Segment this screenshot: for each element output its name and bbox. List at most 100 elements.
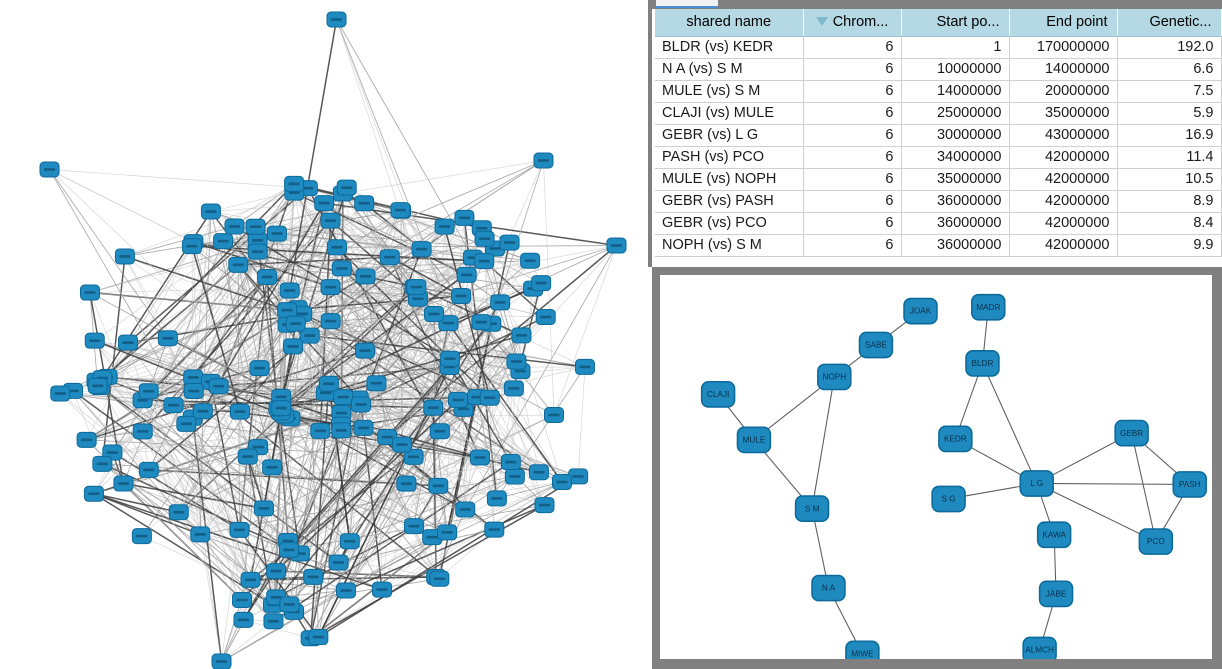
cell-shared-name: MULE (vs) NOPH (655, 168, 804, 191)
table-header-row: shared name Chrom... Start po... End poi… (655, 9, 1222, 37)
main-network-edge (93, 493, 383, 591)
cell-genetic: 8.9 (1117, 190, 1222, 213)
subnetwork-node-label: BLDR (972, 359, 994, 368)
main-network-edge (278, 217, 465, 409)
active-tab[interactable] (656, 0, 718, 8)
main-network-edge (272, 578, 440, 606)
main-network-edge (287, 248, 496, 326)
main-network-edge (202, 257, 474, 412)
table-row[interactable]: GEBR (vs) PASH 6 36000000 42000000 8.9 (655, 190, 1222, 213)
main-network-edge (481, 260, 531, 323)
main-network-edge (464, 323, 492, 510)
main-network-edge (124, 256, 289, 542)
subnetwork-node-label: S G (942, 495, 956, 504)
subnetwork-node-label: SABE (865, 341, 887, 350)
subnetwork-node[interactable]: JOAK (903, 297, 938, 325)
main-network-edge (297, 307, 516, 477)
subnetwork-node-shape (736, 426, 772, 454)
subnetwork-node[interactable]: MULE (736, 426, 772, 454)
table-row[interactable]: GEBR (vs) L G 6 30000000 43000000 16.9 (655, 124, 1222, 147)
main-network-edge (239, 397, 490, 531)
cell-end-point: 20000000 (1009, 80, 1118, 103)
subnetwork-node[interactable]: PCO (1138, 528, 1174, 555)
main-network-edge (141, 408, 279, 537)
main-network-edge (476, 397, 498, 499)
table-row[interactable]: GEBR (vs) PCO 6 36000000 42000000 8.4 (655, 212, 1222, 235)
main-network-edge (93, 424, 342, 495)
column-header-shared-name[interactable]: shared name (655, 9, 804, 37)
cell-genetic: 7.5 (1117, 80, 1222, 103)
main-network-edge (464, 257, 474, 510)
subnetwork-node[interactable]: MADR (971, 293, 1006, 321)
edge-table: shared name Chrom... Start po... End poi… (655, 9, 1222, 257)
main-network-edge (290, 418, 407, 484)
table-row[interactable]: MULE (vs) NOPH 6 35000000 42000000 10.5 (655, 168, 1222, 191)
subnetwork-node[interactable]: GEBR (1114, 419, 1149, 447)
subnetwork-node-label: KAWA (1042, 530, 1066, 539)
main-network-edge (178, 286, 415, 513)
subnetwork-node[interactable]: PASH (1172, 471, 1207, 498)
main-network-edge (250, 576, 437, 581)
main-network-edge (222, 240, 534, 290)
cell-shared-name: MULE (vs) S M (655, 80, 804, 103)
main-network-edge (218, 226, 235, 387)
subnetwork-node[interactable]: MIWE (845, 640, 880, 659)
table-row[interactable]: PASH (vs) PCO 6 34000000 42000000 11.4 (655, 146, 1222, 169)
main-network-edge (247, 456, 265, 509)
column-label-shared-name: shared name (686, 14, 772, 31)
subnetwork-canvas[interactable]: JOAK MADR SABE BLDR NOPH CLAJI GEBR KEDR MULE L G… (660, 275, 1212, 659)
column-header-genetic[interactable]: Genetic... (1117, 9, 1222, 37)
main-network-edge (275, 399, 459, 572)
main-network-edge (400, 209, 517, 362)
subnetwork-node[interactable]: BLDR (965, 350, 1000, 377)
subnetwork-node[interactable]: JABE (1038, 580, 1074, 608)
cell-start-point: 36000000 (901, 212, 1010, 235)
tab-strip (648, 0, 1222, 9)
sort-filter-icon[interactable] (815, 16, 828, 26)
column-header-end-point[interactable]: End point (1009, 9, 1118, 37)
main-network-edge (123, 483, 289, 542)
table-row[interactable]: BLDR (vs) KEDR 6 1 170000000 192.0 (655, 36, 1222, 59)
main-network-edge (141, 307, 299, 537)
subnetwork-edge (1131, 432, 1157, 542)
cell-start-point: 36000000 (901, 190, 1010, 213)
cell-end-point: 42000000 (1009, 190, 1118, 213)
table-row[interactable]: N A (vs) S M 6 10000000 14000000 6.6 (655, 58, 1222, 81)
subnetwork-node[interactable]: N A (811, 574, 846, 602)
main-network-edge (86, 245, 193, 441)
main-network-edge (191, 245, 241, 412)
subnetwork-node[interactable]: KAWA (1036, 521, 1072, 549)
cell-shared-name: PASH (vs) PCO (655, 146, 804, 169)
table-scroll-area[interactable]: shared name Chrom... Start po... End poi… (652, 9, 1222, 267)
table-row[interactable]: CLAJI (vs) MULE 6 25000000 35000000 5.9 (655, 102, 1222, 125)
subnetwork-node[interactable]: SABE (858, 331, 894, 359)
column-header-start-point[interactable]: Start po... (901, 9, 1010, 37)
main-network-edge (299, 444, 403, 554)
table-row[interactable]: NOPH (vs) S M 6 36000000 42000000 9.9 (655, 234, 1222, 257)
main-network-edge (210, 381, 241, 531)
main-network-edge (275, 430, 342, 598)
subnetwork-node[interactable]: L G (1019, 470, 1054, 497)
main-network-view[interactable] (0, 0, 648, 669)
main-network-edge (112, 424, 341, 453)
cell-genetic: 10.5 (1117, 168, 1222, 191)
subnetwork-node[interactable]: S G (931, 485, 966, 513)
column-header-chromosome[interactable]: Chrom... (803, 9, 902, 37)
main-network-edge (439, 387, 515, 432)
subnetwork-node-label: N A (822, 584, 836, 593)
table-row[interactable]: MULE (vs) S M 6 14000000 20000000 7.5 (655, 80, 1222, 103)
subnetwork-node-shape (965, 350, 1000, 377)
subnetwork-node[interactable]: KEDR (938, 425, 973, 453)
subnetwork-node[interactable]: S M (794, 495, 830, 523)
main-network-canvas[interactable] (0, 0, 648, 669)
main-network-edge (553, 245, 617, 416)
main-network-edge (328, 383, 514, 389)
subnetwork-node[interactable]: NOPH (817, 363, 852, 391)
subnetwork-view[interactable]: JOAK MADR SABE BLDR NOPH CLAJI GEBR KEDR MULE L G… (660, 275, 1212, 659)
subnetwork-node[interactable]: CLAJI (700, 381, 736, 408)
main-network-edge (439, 529, 495, 580)
main-network-edge (102, 463, 179, 513)
subnetwork-panel: JOAK MADR SABE BLDR NOPH CLAJI GEBR KEDR MULE L G… (652, 267, 1222, 669)
subnetwork-node[interactable]: ALMCH (1022, 636, 1057, 659)
subnetwork-node-shape (1036, 521, 1072, 549)
